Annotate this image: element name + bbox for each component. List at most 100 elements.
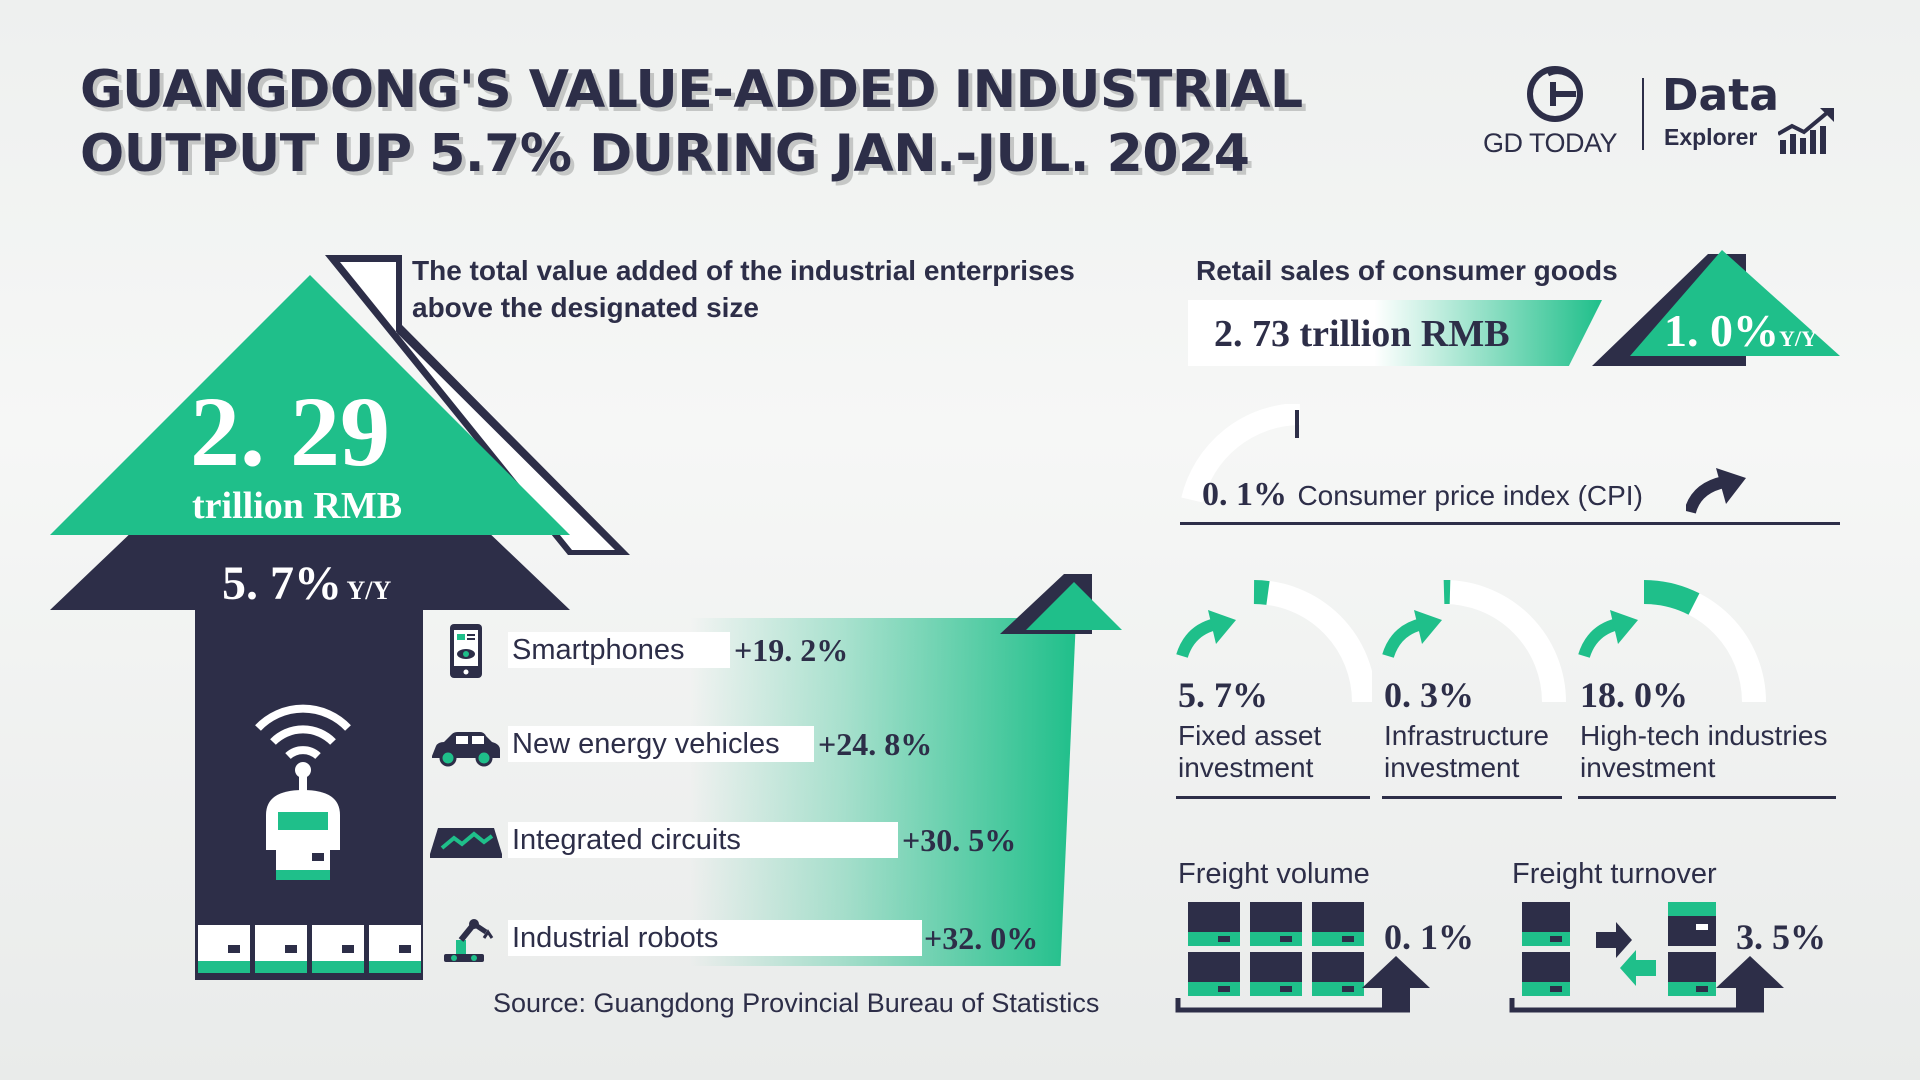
base-block: [312, 925, 364, 973]
investment-high-tech: 18. 0% High-tech industries investment: [1578, 580, 1840, 802]
freight-volume-graphic: [1175, 902, 1430, 1013]
product-row-robots: Industrial robots +32. 0%: [440, 908, 1080, 968]
investment-gauge: [1382, 580, 1566, 703]
retail-growth-suffix: Y/Y: [1779, 326, 1817, 351]
logo-divider: [1642, 78, 1644, 150]
product-bar: [508, 822, 898, 858]
product-bar: [508, 726, 814, 762]
industrial-description: The total value added of the industrial …: [412, 252, 1075, 326]
investment-value: 5. 7%: [1178, 675, 1268, 715]
industrial-arrow-graphic: [50, 255, 630, 980]
industrial-description-line-2: above the designated size: [412, 292, 759, 323]
investment-label: High-tech industries investment: [1580, 720, 1827, 784]
products-green-panel: [690, 618, 1076, 966]
gdtoday-logo-text: GD TODAY: [1483, 128, 1618, 158]
circuit-icon: [430, 828, 502, 858]
retail-growth-value: 1. 0%: [1664, 305, 1779, 356]
arrow-shadow-inner: [340, 262, 615, 550]
investment-label-line-2: investment: [1384, 752, 1520, 783]
gdtoday-logo: GD TODAY: [1478, 60, 1638, 160]
product-row-nev: New energy vehicles +24. 8%: [428, 716, 1068, 776]
data-logo-text: Data: [1662, 70, 1779, 121]
retail-title: Retail sales of consumer goods: [1196, 255, 1618, 286]
cargo-stack: [1668, 902, 1716, 996]
investment-value: 0. 3%: [1384, 675, 1474, 715]
page-title: GUANGDONG'S VALUE-ADDED INDUSTRIAL OUTPU…: [80, 58, 1303, 186]
cargo-stack: [1188, 902, 1240, 996]
products-triangle-icon: [1000, 574, 1122, 634]
investment-label-line-1: Infrastructure: [1384, 720, 1549, 751]
freight-turnover-label: Freight turnover: [1512, 858, 1717, 890]
retail-triangle-graphic: [1592, 250, 1840, 366]
bar-chart-arrow-icon: [1778, 108, 1834, 154]
product-name: New energy vehicles: [512, 728, 780, 760]
freight-turnover-up-arrow: [1716, 956, 1784, 1010]
industrial-description-line-1: The total value added of the industrial …: [412, 255, 1075, 286]
retail-growth: 1. 0%Y/Y: [1664, 304, 1817, 357]
cpi-gauge: [1181, 404, 1301, 503]
product-change: +24. 8%: [818, 726, 933, 762]
freight-turnover-value: 3. 5%: [1736, 917, 1826, 957]
industrial-value: 2. 29: [190, 376, 390, 487]
product-change: +30. 5%: [902, 822, 1017, 858]
freight-volume-up-arrow: [1362, 956, 1430, 1010]
product-bar: [508, 632, 730, 668]
investment-value: 18. 0%: [1580, 675, 1688, 715]
title-line-1: GUANGDONG'S VALUE-ADDED INDUSTRIAL: [80, 60, 1303, 120]
product-row-circuits: Integrated circuits +30. 5%: [428, 812, 1068, 872]
investment-underline: [1578, 796, 1836, 799]
investment-infrastructure: 0. 3% Infrastructure investment: [1382, 580, 1578, 802]
retail-value: 2. 73 trillion RMB: [1214, 313, 1510, 355]
cpi-row: 0. 1% Consumer price index (CPI): [1202, 476, 1643, 514]
investment-label: Fixed asset investment: [1178, 720, 1321, 784]
explorer-logo-text: Explorer: [1664, 124, 1758, 150]
arrow-green-head: [50, 275, 570, 535]
product-bar: [508, 920, 922, 956]
investment-fixed-asset: 5. 7% Fixed asset investment: [1176, 580, 1372, 802]
cpi-label: Consumer price index (CPI): [1297, 480, 1643, 511]
cpi-underline: [1180, 522, 1840, 525]
product-change: +32. 0%: [924, 920, 1039, 956]
arrow-shadow-shape: [325, 255, 630, 555]
robot-arm-icon: [444, 919, 494, 962]
product-row-smartphones: Smartphones +19. 2%: [440, 622, 1080, 682]
investment-underline: [1382, 796, 1562, 799]
product-name: Smartphones: [512, 634, 685, 666]
transfer-left-arrow: [1620, 950, 1656, 986]
freight-turnover-graphic: [1509, 902, 1784, 1013]
cargo-stack: [1250, 902, 1302, 996]
data-explorer-logo: Data Explorer: [1660, 70, 1840, 160]
investment-label-line-2: investment: [1178, 752, 1314, 783]
robot-wifi-icon: [255, 704, 351, 880]
industrial-growth: 5. 7% Y/Y: [222, 556, 391, 611]
investment-label: Infrastructure investment: [1384, 720, 1549, 784]
industrial-growth-value: 5. 7%: [222, 557, 342, 610]
cpi-value: 0. 1%: [1202, 476, 1287, 513]
cargo-stack: [1522, 902, 1570, 996]
base-block: [255, 925, 307, 973]
investment-label-line-1: Fixed asset: [1178, 720, 1322, 751]
base-block: [369, 925, 421, 973]
industrial-growth-suffix: Y/Y: [346, 576, 392, 605]
cargo-stack: [1312, 902, 1364, 996]
product-change: +19. 2%: [734, 632, 849, 668]
arrow-base-blocks: [198, 925, 422, 975]
investment-underline: [1176, 796, 1370, 799]
source-note: Source: Guangdong Provincial Bureau of S…: [493, 988, 1100, 1018]
smartphone-icon: [450, 624, 482, 678]
investment-gauge: [1578, 580, 1766, 703]
investment-label-line-2: investment: [1580, 752, 1716, 783]
product-name: Integrated circuits: [512, 824, 741, 856]
industrial-unit: trillion RMB: [192, 485, 403, 527]
cpi-up-arrow-icon: [1686, 468, 1746, 514]
investment-label-line-1: High-tech industries: [1580, 720, 1828, 751]
retail-value-bar: [1188, 300, 1602, 366]
product-name: Industrial robots: [512, 922, 719, 954]
freight-volume-label: Freight volume: [1178, 858, 1370, 890]
freight-volume-value: 0. 1%: [1384, 917, 1474, 957]
title-line-2: OUTPUT UP 5.7% DURING JAN.-JUL. 2024: [80, 124, 1250, 184]
transfer-right-arrow: [1596, 922, 1632, 958]
investment-gauge: [1176, 580, 1372, 703]
car-icon: [432, 732, 500, 767]
base-block: [198, 925, 250, 973]
